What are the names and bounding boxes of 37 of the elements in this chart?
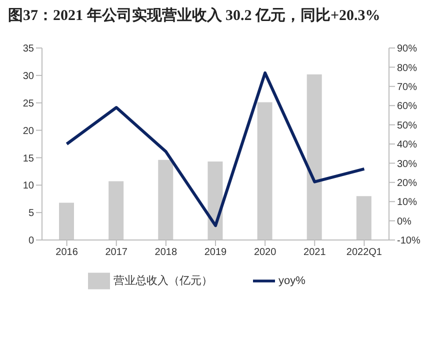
y2-tick-label: 0% — [397, 216, 412, 228]
x-tick-label: 2020 — [254, 247, 277, 258]
y2-tick-label: 10% — [397, 197, 418, 208]
bar — [59, 202, 74, 240]
y-tick-label: 0 — [28, 236, 34, 247]
bar — [108, 181, 124, 240]
x-tick-label: 2022Q1 — [346, 247, 382, 258]
y-tick-label: 5 — [28, 208, 34, 220]
bar — [208, 162, 223, 240]
y2-tick-label: 40% — [397, 140, 418, 151]
x-tick-label: 2016 — [56, 247, 78, 258]
x-tick-label: 2019 — [204, 247, 228, 258]
y-tick-label: 25 — [22, 98, 34, 110]
y-tick-label: 15 — [22, 153, 34, 164]
y2-tick-label: 90% — [397, 44, 418, 55]
line-series — [65, 71, 366, 228]
y2-tick-label: 80% — [397, 62, 418, 74]
y-tick-label: 35 — [22, 44, 34, 55]
legend-label: yoy% — [278, 274, 306, 287]
bar — [158, 160, 174, 240]
x-tick-label: 2017 — [105, 247, 128, 258]
y2-tick-label: 30% — [397, 158, 418, 170]
x-tick-label: 2021 — [304, 247, 326, 258]
chart-title: 图37：2021 年公司实现营业收入 30.2 亿元，同比+20.3% — [8, 6, 380, 25]
legend-label: 营业总收入（亿元） — [114, 274, 213, 287]
y2-tick-label: 70% — [397, 82, 418, 93]
y-tick-label: 10 — [22, 180, 34, 192]
bar — [356, 196, 372, 240]
y2-tick-label: 60% — [397, 101, 418, 112]
y2-tick-label: 20% — [397, 178, 418, 189]
bar — [257, 102, 272, 240]
y2-tick-label: -10% — [397, 236, 420, 247]
bar — [306, 74, 322, 240]
y-tick-label: 20 — [22, 126, 34, 137]
x-tick-label: 2018 — [154, 247, 178, 258]
y-tick-label: 30 — [22, 70, 34, 82]
y2-tick-label: 50% — [397, 120, 418, 132]
